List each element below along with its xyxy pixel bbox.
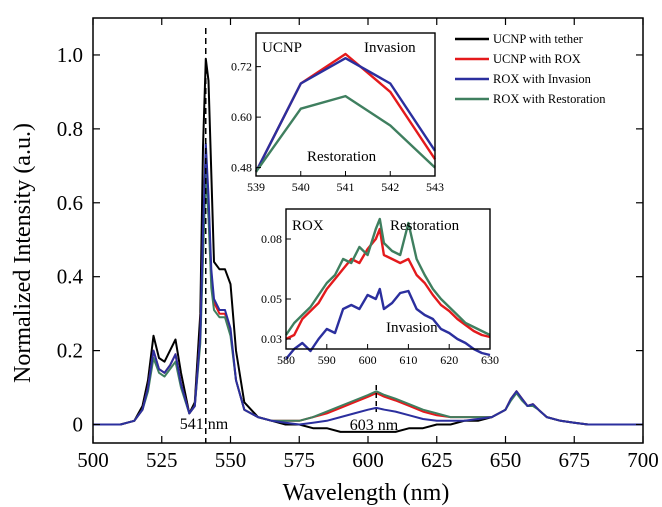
series-line-2	[93, 142, 643, 426]
inset0-y-tick-label-0: 0.48	[231, 161, 252, 175]
inset1-x-tick-label-4: 620	[440, 353, 458, 367]
inset0-y-tick-label-1: 0.60	[231, 110, 252, 124]
y-tick-label-5: 1.0	[57, 43, 83, 67]
inset1-x-tick-label-1: 590	[318, 353, 336, 367]
inset1-x-tick-label-5: 630	[481, 353, 499, 367]
inset-541nm: 539 540 541 542 543 0.48 0.60 0.72	[231, 32, 444, 194]
inset1-x-tick-label-2: 600	[359, 353, 377, 367]
y-tick-label-0: 0	[73, 413, 84, 437]
x-tick-label-5: 625	[421, 448, 453, 472]
inset1-frame	[285, 208, 491, 350]
inset0-x-tick-label-2: 541	[337, 180, 355, 194]
y-tick-label-4: 0.8	[57, 117, 83, 141]
inset1-label-ucnp: UCNP	[262, 40, 302, 56]
x-tick-label-3: 575	[284, 448, 316, 472]
x-tick-label-8: 700	[627, 448, 659, 472]
legend-label-2: ROX with Invasion	[493, 72, 592, 86]
inset0-x-tick-label-1: 540	[292, 180, 310, 194]
y-tick-label-1: 0.2	[57, 339, 83, 363]
inset2-label-invasion: Invasion	[386, 320, 438, 336]
x-tick-label-4: 600	[352, 448, 384, 472]
inset0-x-tick-label-3: 542	[381, 180, 399, 194]
inset1-x-tick-label-3: 610	[399, 353, 417, 367]
inset1-y-tick-label-1: 0.05	[261, 292, 282, 306]
x-tick-label-0: 500	[77, 448, 109, 472]
inset2-label-rox: ROX	[292, 218, 324, 234]
marker-label-541: 541 nm	[180, 416, 229, 433]
inset1-y-tick-label-2: 0.08	[261, 232, 282, 246]
x-tick-label-7: 675	[559, 448, 591, 472]
x-tick-label-6: 650	[490, 448, 522, 472]
inset0-series-line-1	[254, 57, 436, 173]
inset0-x-tick-label-4: 543	[426, 180, 444, 194]
main-plot: 500 525 550 575 600 625 650 675 700 0 0.2 0.4 0.6 0.8…	[57, 17, 659, 472]
legend-label-1: UCNP with ROX	[493, 52, 581, 66]
inset-603nm: 580 590 600 610 620 630 0.03 0.05 0.08	[261, 208, 499, 367]
inset2-label-restoration: Restoration	[390, 218, 460, 234]
legend-label-3: ROX with Restoration	[493, 92, 606, 106]
y-axis-title: Normalized Intensity (a.u.)	[10, 123, 36, 383]
inset1-series-line-2	[285, 217, 491, 337]
inset0-x-tick-label-0: 539	[247, 180, 265, 194]
x-axis-title: Wavelength (nm)	[283, 480, 450, 506]
inset1-series-line-0	[285, 227, 491, 341]
y-tick-label-3: 0.6	[57, 191, 83, 215]
inset1-x-tick-label-0: 580	[277, 353, 295, 367]
x-tick-label-1: 525	[146, 448, 178, 472]
marker-label-603: 603 nm	[350, 417, 399, 434]
y-tick-label-2: 0.4	[57, 265, 84, 289]
inset0-y-tick-label-2: 0.72	[231, 60, 252, 74]
inset1-series-line-1	[285, 287, 491, 360]
inset1-label-restoration: Restoration	[307, 149, 377, 165]
inset0-series-line-2	[255, 94, 436, 173]
series-line-3	[93, 172, 643, 426]
x-tick-label-2: 550	[215, 448, 247, 472]
legend: UCNP with tether UCNP with ROX ROX with In…	[455, 32, 606, 106]
inset1-background	[286, 209, 490, 349]
inset1-label-invasion: Invasion	[364, 40, 416, 56]
inset1-y-tick-label-0: 0.03	[261, 332, 282, 346]
legend-label-0: UCNP with tether	[493, 32, 584, 46]
